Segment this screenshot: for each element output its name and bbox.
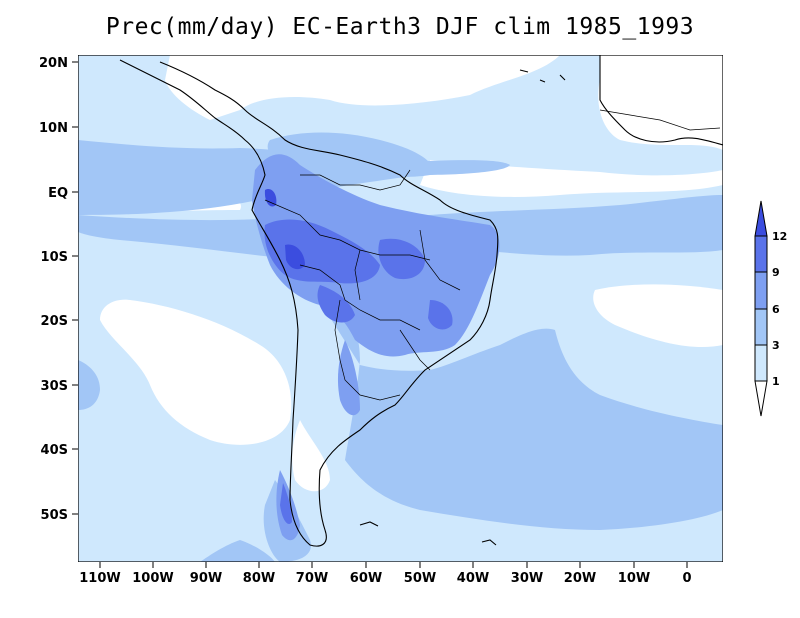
x-tick-label: 80W <box>243 571 275 586</box>
country-borders <box>264 109 721 401</box>
y-tick-label: 10N <box>39 121 68 136</box>
x-axis: 110W 100W 90W 80W 70W 60W 50W 40W 30W 20… <box>79 562 692 586</box>
x-tick-label: 20W <box>564 571 596 586</box>
colorbar-extend-top <box>754 200 768 237</box>
y-tick-label: 10S <box>41 250 68 265</box>
x-tick-label: 100W <box>132 571 173 586</box>
y-tick-label: 30S <box>41 379 68 394</box>
map-title: Prec(mm/day) EC-Earth3 DJF clim 1985_199… <box>105 14 695 40</box>
x-tick-label: 60W <box>350 571 382 586</box>
y-axis: 20N 10N EQ 10S 20S 30S 40S 50S <box>39 56 78 523</box>
x-tick-label: 50W <box>404 571 436 586</box>
fill-gt12 <box>264 189 305 270</box>
x-tick-label: 70W <box>296 571 328 586</box>
colorbar-cell-9to12 <box>754 235 768 273</box>
y-tick-label: 50S <box>41 508 68 523</box>
x-tick-label: 40W <box>457 571 489 586</box>
x-tick-label: 90W <box>190 571 222 586</box>
y-tick-label: 40S <box>41 443 68 458</box>
colorbar-label: 3 <box>772 339 780 352</box>
y-tick-label: 20S <box>41 314 68 329</box>
colorbar-label: 9 <box>772 266 780 279</box>
y-tick-label: EQ <box>48 186 68 201</box>
colorbar-cell-1to3 <box>754 344 768 382</box>
y-tick-label: 20N <box>39 56 68 71</box>
colorbar-cell-6to9 <box>754 271 768 310</box>
x-tick-label: 0 <box>682 571 691 586</box>
colorbar-label: 6 <box>772 303 780 316</box>
map-plot-area <box>78 55 723 562</box>
x-tick-label: 110W <box>79 571 120 586</box>
x-tick-label: 30W <box>511 571 543 586</box>
colorbar: 12 9 6 3 1 <box>754 200 787 417</box>
colorbar-extend-bottom <box>754 380 768 417</box>
colorbar-label: 1 <box>772 375 780 388</box>
colorbar-label: 12 <box>772 230 787 243</box>
x-tick-label: 10W <box>618 571 650 586</box>
coastlines <box>119 55 723 547</box>
colorbar-cell-3to6 <box>754 308 768 346</box>
